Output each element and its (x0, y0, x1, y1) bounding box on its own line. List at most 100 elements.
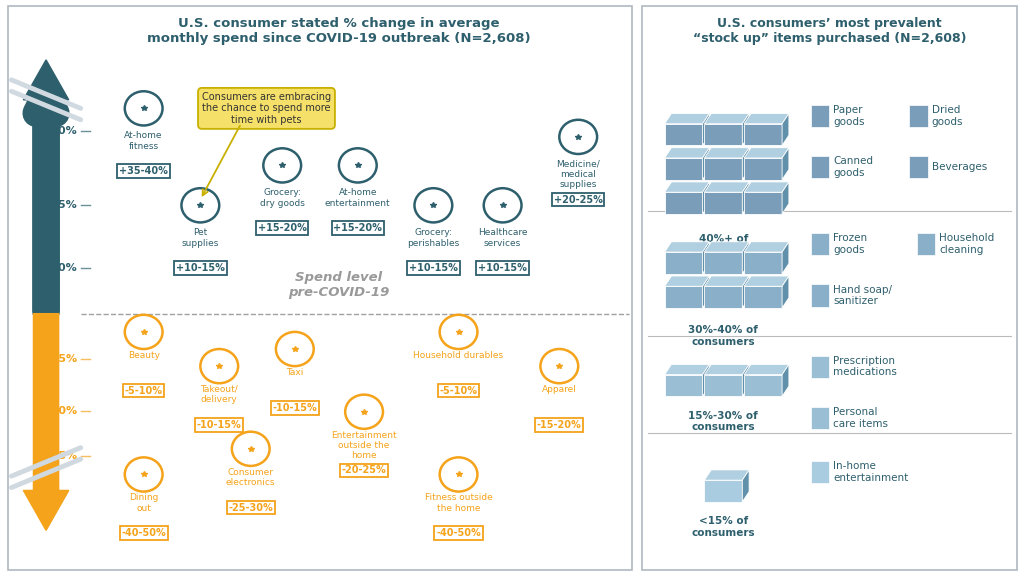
Text: Consumer
electronics: Consumer electronics (226, 468, 275, 487)
Polygon shape (744, 252, 782, 274)
Text: Pet
supplies: Pet supplies (181, 228, 219, 248)
Text: Hand soap/
sanitizer: Hand soap/ sanitizer (834, 285, 892, 306)
FancyBboxPatch shape (8, 6, 632, 570)
Text: Canned
goods: Canned goods (834, 156, 873, 178)
Polygon shape (24, 314, 69, 530)
Polygon shape (742, 147, 750, 180)
Polygon shape (744, 242, 788, 252)
Text: Household
cleaning: Household cleaning (939, 233, 994, 255)
FancyBboxPatch shape (916, 233, 935, 255)
Polygon shape (782, 276, 788, 308)
Polygon shape (744, 276, 788, 286)
Polygon shape (665, 252, 702, 274)
Text: Healthcare
services: Healthcare services (478, 228, 527, 248)
Text: +15-20%: +15-20% (258, 223, 306, 233)
Text: +15%: +15% (42, 200, 78, 210)
Text: At-home
entertainment: At-home entertainment (325, 188, 390, 207)
Text: U.S. consumer stated % change in average
monthly spend since COVID-19 outbreak (: U.S. consumer stated % change in average… (147, 17, 530, 45)
Polygon shape (665, 286, 702, 308)
Text: Paper
goods: Paper goods (834, 105, 864, 127)
Text: Taxi: Taxi (286, 368, 303, 377)
Polygon shape (782, 365, 788, 396)
Text: Grocery:
dry goods: Grocery: dry goods (260, 188, 305, 207)
Polygon shape (705, 276, 750, 286)
FancyBboxPatch shape (909, 156, 928, 179)
Polygon shape (742, 276, 750, 308)
Text: +10-15%: +10-15% (176, 263, 225, 273)
Text: Frozen
goods: Frozen goods (834, 233, 867, 255)
Polygon shape (742, 365, 750, 396)
Text: +20-25%: +20-25% (554, 195, 603, 204)
Text: U.S. consumers’ most prevalent
“stock up” items purchased (N=2,608): U.S. consumers’ most prevalent “stock up… (692, 17, 967, 45)
Polygon shape (782, 242, 788, 274)
Polygon shape (702, 182, 710, 214)
FancyBboxPatch shape (642, 6, 1017, 570)
Polygon shape (742, 182, 750, 214)
Text: -10-15%: -10-15% (197, 420, 242, 430)
Polygon shape (782, 113, 788, 146)
Polygon shape (744, 365, 788, 374)
Text: Dining
out: Dining out (129, 493, 159, 513)
Text: +10-15%: +10-15% (478, 263, 527, 273)
Polygon shape (24, 60, 69, 314)
Polygon shape (744, 192, 782, 214)
Polygon shape (705, 242, 750, 252)
Text: 15%-30% of
consumers: 15%-30% of consumers (688, 411, 758, 432)
Polygon shape (702, 147, 710, 180)
Text: Beauty: Beauty (128, 351, 160, 360)
Text: 40%+ of
consumers: 40%+ of consumers (691, 234, 755, 255)
Polygon shape (665, 124, 702, 146)
Polygon shape (705, 365, 750, 374)
Polygon shape (705, 182, 750, 192)
Text: Consumers are embracing
the chance to spend more
time with pets: Consumers are embracing the chance to sp… (202, 92, 331, 125)
Text: <15% of
consumers: <15% of consumers (691, 516, 755, 538)
Text: Personal
care items: Personal care items (834, 407, 888, 429)
Polygon shape (742, 470, 750, 502)
Polygon shape (705, 158, 742, 180)
Text: -25-30%: -25-30% (228, 502, 273, 513)
Polygon shape (742, 113, 750, 146)
Polygon shape (705, 374, 742, 396)
Text: Entertainment
outside the
home: Entertainment outside the home (332, 431, 397, 460)
Polygon shape (665, 147, 710, 158)
Text: Spend level
pre-COVID-19: Spend level pre-COVID-19 (288, 271, 389, 300)
Text: +10%: +10% (42, 263, 78, 273)
FancyBboxPatch shape (909, 105, 928, 127)
Text: +35-40%: +35-40% (119, 166, 168, 176)
Text: Prescription
medications: Prescription medications (834, 356, 897, 377)
FancyBboxPatch shape (811, 461, 829, 483)
Polygon shape (744, 182, 788, 192)
Polygon shape (705, 480, 742, 502)
Text: Dried
goods: Dried goods (932, 105, 964, 127)
Text: Beverages: Beverages (932, 162, 987, 172)
Polygon shape (665, 365, 710, 374)
FancyBboxPatch shape (811, 105, 829, 127)
Text: -10-15%: -10-15% (272, 403, 317, 413)
Polygon shape (665, 242, 710, 252)
Text: Medicine/
medical
supplies: Medicine/ medical supplies (556, 160, 600, 190)
Polygon shape (782, 182, 788, 214)
Polygon shape (705, 192, 742, 214)
Polygon shape (702, 276, 710, 308)
Polygon shape (744, 286, 782, 308)
Polygon shape (702, 365, 710, 396)
Polygon shape (702, 113, 710, 146)
Polygon shape (744, 147, 788, 158)
Text: Grocery:
perishables: Grocery: perishables (408, 228, 460, 248)
FancyBboxPatch shape (811, 407, 829, 429)
Polygon shape (744, 113, 788, 124)
Text: +20%: +20% (42, 126, 78, 136)
Polygon shape (705, 286, 742, 308)
Polygon shape (782, 147, 788, 180)
Text: +15-20%: +15-20% (334, 223, 382, 233)
Text: -20-25%: -20-25% (342, 465, 386, 475)
Text: Takeout/
delivery: Takeout/ delivery (201, 385, 239, 404)
Polygon shape (705, 252, 742, 274)
Polygon shape (744, 158, 782, 180)
Text: -5-10%: -5-10% (439, 386, 477, 396)
Text: In-home
entertainment: In-home entertainment (834, 461, 908, 483)
Polygon shape (744, 374, 782, 396)
Text: Apparel: Apparel (542, 385, 577, 394)
Polygon shape (702, 242, 710, 274)
Polygon shape (705, 124, 742, 146)
